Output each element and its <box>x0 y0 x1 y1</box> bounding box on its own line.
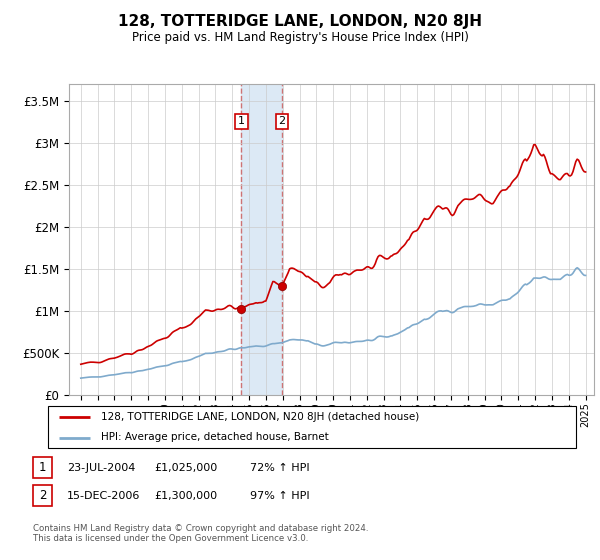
Text: 97% ↑ HPI: 97% ↑ HPI <box>250 491 310 501</box>
Text: 2: 2 <box>278 116 286 127</box>
Text: 1: 1 <box>39 461 46 474</box>
Text: 1: 1 <box>238 116 245 127</box>
Bar <box>241 84 282 395</box>
Text: 72% ↑ HPI: 72% ↑ HPI <box>250 463 310 473</box>
Text: HPI: Average price, detached house, Barnet: HPI: Average price, detached house, Barn… <box>101 432 329 442</box>
Text: £1,300,000: £1,300,000 <box>154 491 217 501</box>
Text: 15-DEC-2006: 15-DEC-2006 <box>67 491 140 501</box>
Text: 2: 2 <box>39 489 46 502</box>
Text: 128, TOTTERIDGE LANE, LONDON, N20 8JH: 128, TOTTERIDGE LANE, LONDON, N20 8JH <box>118 14 482 29</box>
Text: £1,025,000: £1,025,000 <box>154 463 217 473</box>
Text: 128, TOTTERIDGE LANE, LONDON, N20 8JH (detached house): 128, TOTTERIDGE LANE, LONDON, N20 8JH (d… <box>101 412 419 422</box>
Text: 23-JUL-2004: 23-JUL-2004 <box>67 463 136 473</box>
Text: Contains HM Land Registry data © Crown copyright and database right 2024.
This d: Contains HM Land Registry data © Crown c… <box>33 524 368 543</box>
Text: Price paid vs. HM Land Registry's House Price Index (HPI): Price paid vs. HM Land Registry's House … <box>131 31 469 44</box>
